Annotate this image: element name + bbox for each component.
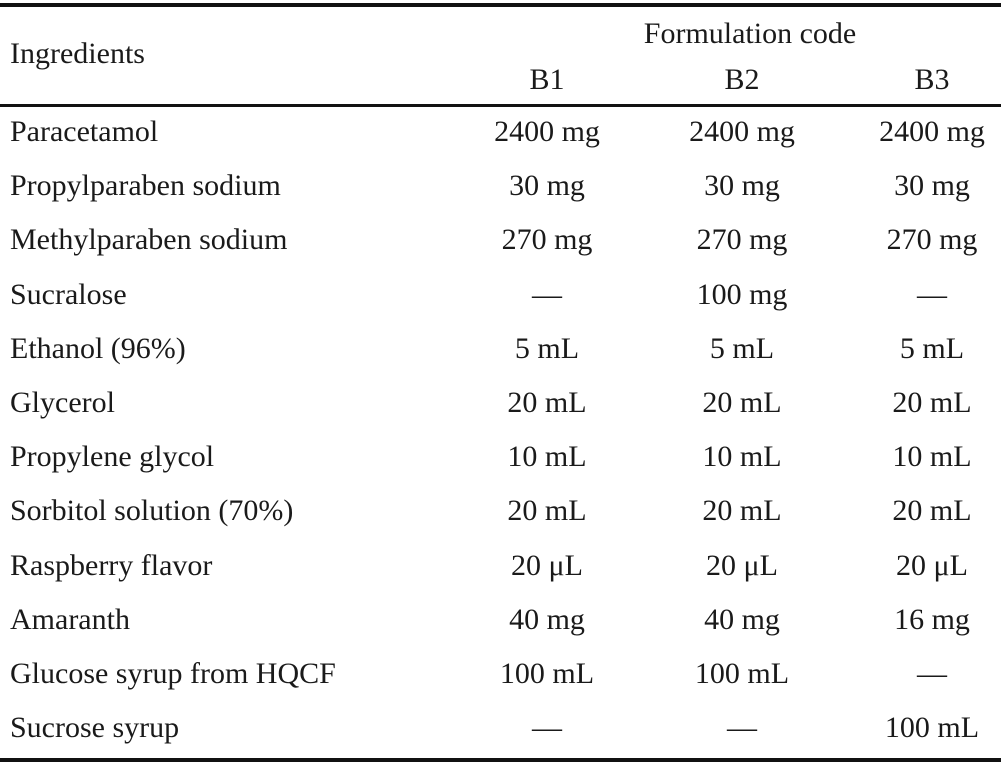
value-b1: — — [532, 711, 562, 744]
value-b3: 100 mL — [884, 711, 980, 744]
value-b2: 100 mL — [694, 657, 790, 690]
value-b1: 40 mg — [509, 603, 585, 636]
ingredient-name: Ethanol (96%) — [10, 332, 186, 365]
ingredient-name: Propylene glycol — [10, 440, 215, 473]
ingredient-name: Paracetamol — [10, 115, 159, 148]
header-rule — [0, 104, 1001, 107]
value-b2: 100 mg — [696, 278, 788, 311]
ingredient-name: Sucrose syrup — [10, 711, 180, 744]
ingredient-name: Raspberry flavor — [10, 549, 213, 582]
ingredient-name: Sorbitol solution (70%) — [10, 494, 294, 527]
value-b2: 5 mL — [709, 332, 775, 365]
value-b3: — — [917, 278, 947, 311]
value-b3: 20 μL — [896, 549, 968, 582]
value-b2: 10 mL — [702, 440, 782, 473]
value-b3: 30 mg — [894, 169, 970, 202]
value-b2: 270 mg — [696, 223, 788, 256]
bottom-rule — [0, 758, 1001, 762]
value-b3: 16 mg — [894, 603, 970, 636]
value-b2: 20 mL — [702, 494, 782, 527]
ingredient-name: Glucose syrup from HQCF — [10, 657, 336, 690]
value-b1: 100 mL — [499, 657, 595, 690]
header-b3: B3 — [914, 63, 950, 96]
header-b1: B1 — [529, 63, 565, 96]
value-b2: 20 μL — [706, 549, 778, 582]
value-b3: 2400 mg — [879, 115, 985, 148]
value-b1: 20 mL — [507, 386, 587, 419]
header-formulation-code: Formulation code — [643, 17, 857, 50]
value-b2: — — [727, 711, 757, 744]
value-b2: 2400 mg — [689, 115, 795, 148]
value-b1: — — [532, 278, 562, 311]
ingredient-name: Propylparaben sodium — [10, 169, 281, 202]
value-b1: 30 mg — [509, 169, 585, 202]
value-b3: 20 mL — [892, 386, 972, 419]
value-b2: 20 mL — [702, 386, 782, 419]
ingredient-name: Amaranth — [10, 603, 130, 636]
value-b3: 270 mg — [886, 223, 978, 256]
value-b1: 2400 mg — [494, 115, 600, 148]
value-b3: 5 mL — [899, 332, 965, 365]
ingredient-name: Glycerol — [10, 386, 115, 419]
value-b1: 20 mL — [507, 494, 587, 527]
value-b3: 10 mL — [892, 440, 972, 473]
value-b2: 40 mg — [704, 603, 780, 636]
value-b1: 10 mL — [507, 440, 587, 473]
value-b3: — — [917, 657, 947, 690]
header-b2: B2 — [724, 63, 760, 96]
value-b1: 5 mL — [514, 332, 580, 365]
value-b1: 270 mg — [501, 223, 593, 256]
value-b3: 20 mL — [892, 494, 972, 527]
top-rule — [0, 3, 1001, 7]
value-b1: 20 μL — [511, 549, 583, 582]
ingredient-name: Methylparaben sodium — [10, 223, 288, 256]
header-ingredients: Ingredients — [10, 37, 145, 70]
ingredient-name: Sucralose — [10, 278, 127, 311]
value-b2: 30 mg — [704, 169, 780, 202]
